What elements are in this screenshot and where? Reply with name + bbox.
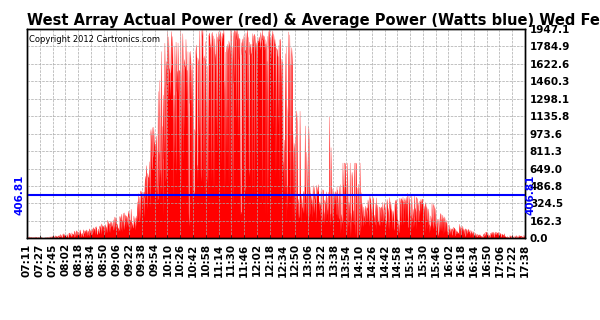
Text: West Array Actual Power (red) & Average Power (Watts blue) Wed Feb 29 17:38: West Array Actual Power (red) & Average … bbox=[27, 12, 600, 28]
Text: 406.81: 406.81 bbox=[526, 174, 536, 215]
Text: 406.81: 406.81 bbox=[14, 174, 25, 215]
Text: Copyright 2012 Cartronics.com: Copyright 2012 Cartronics.com bbox=[29, 35, 160, 44]
